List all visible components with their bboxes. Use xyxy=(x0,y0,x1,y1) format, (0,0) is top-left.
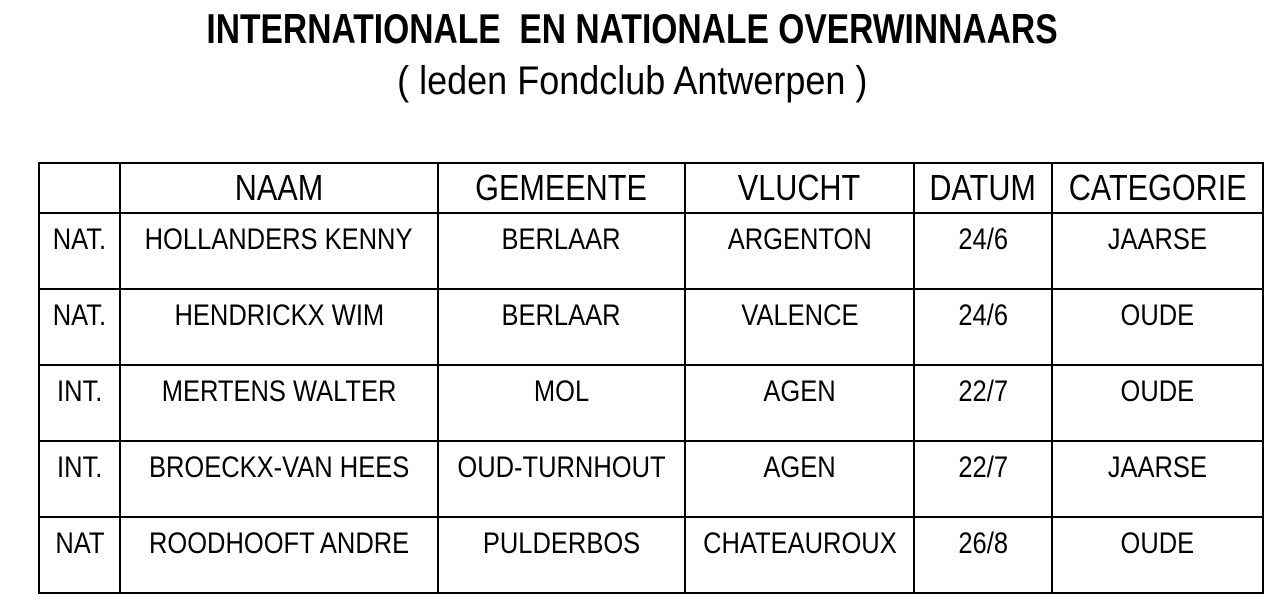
cell-text: MERTENS WALTER xyxy=(161,375,397,408)
header-cell-vlucht: VLUCHT xyxy=(683,162,916,214)
cell-naam: HOLLANDERS KENNY xyxy=(119,212,439,290)
cell-vlucht: ARGENTON xyxy=(683,212,916,290)
cell-categorie: OUDE xyxy=(1050,288,1264,366)
cell-text: INT. xyxy=(57,375,103,408)
header-label: DATUM xyxy=(929,167,1037,208)
cell-text: JAARSE xyxy=(1107,451,1207,484)
page-title: INTERNATIONALE EN NATIONALE OVERWINNAARS xyxy=(0,4,1264,54)
cell-categorie: JAARSE xyxy=(1050,212,1264,290)
cell-naam: HENDRICKX WIM xyxy=(119,288,439,366)
cell-datum: 22/7 xyxy=(913,364,1053,442)
winners-table: NAAM GEMEENTE VLUCHT DATUM CATEGORIE NAT… xyxy=(37,162,1264,594)
cell-text: AGEN xyxy=(763,375,836,408)
cell-text: 22/7 xyxy=(958,451,1008,484)
cell-categorie: OUDE xyxy=(1050,364,1264,442)
cell-text: JAARSE xyxy=(1107,223,1207,256)
cell-text: OUDE xyxy=(1120,527,1195,560)
cell-datum: 22/7 xyxy=(913,440,1053,518)
cell-datum: 24/6 xyxy=(913,288,1053,366)
cell-text: NAT xyxy=(55,527,105,560)
cell-gemeente: MOL xyxy=(436,364,686,442)
header-label: CATEGORIE xyxy=(1068,167,1247,208)
header-label: NAAM xyxy=(234,167,324,208)
cell-text: BERLAAR xyxy=(501,223,621,256)
cell-gemeente: PULDERBOS xyxy=(436,516,686,594)
cell-categorie: JAARSE xyxy=(1050,440,1264,518)
header-cell-gemeente: GEMEENTE xyxy=(436,162,686,214)
cell-text: VALENCE xyxy=(740,299,859,332)
cell-text: 26/8 xyxy=(958,527,1008,560)
cell-datum: 26/8 xyxy=(913,516,1053,594)
cell-type: NAT. xyxy=(37,212,122,290)
cell-text: ROODHOOFT ANDRE xyxy=(148,527,410,560)
cell-vlucht: AGEN xyxy=(683,440,916,518)
cell-naam: MERTENS WALTER xyxy=(119,364,439,442)
cell-text: 22/7 xyxy=(958,375,1008,408)
cell-text: 24/6 xyxy=(958,223,1008,256)
cell-text: OUDE xyxy=(1120,299,1195,332)
cell-text: NAT. xyxy=(53,223,107,256)
cell-type: INT. xyxy=(37,364,122,442)
cell-vlucht: CHATEAUROUX xyxy=(683,516,916,594)
header-row: NAAM GEMEENTE VLUCHT DATUM CATEGORIE xyxy=(37,162,1264,214)
cell-text: BROECKX-VAN HEES xyxy=(148,451,410,484)
table-row: NAT. HOLLANDERS KENNY BERLAAR ARGENTON 2… xyxy=(37,212,1264,290)
header-label: VLUCHT xyxy=(738,167,861,208)
header-cell-datum: DATUM xyxy=(913,162,1053,214)
cell-text: MOL xyxy=(533,375,589,408)
cell-datum: 24/6 xyxy=(913,212,1053,290)
header-cell-type xyxy=(37,162,122,214)
cell-vlucht: VALENCE xyxy=(683,288,916,366)
header-label: GEMEENTE xyxy=(475,167,647,208)
cell-text: BERLAAR xyxy=(501,299,621,332)
cell-gemeente: OUD-TURNHOUT xyxy=(436,440,686,518)
cell-categorie: OUDE xyxy=(1050,516,1264,594)
page-title-text: INTERNATIONALE EN NATIONALE OVERWINNAARS xyxy=(206,5,1058,52)
cell-naam: ROODHOOFT ANDRE xyxy=(119,516,439,594)
cell-gemeente: BERLAAR xyxy=(436,212,686,290)
cell-type: INT. xyxy=(37,440,122,518)
cell-text: HENDRICKX WIM xyxy=(174,299,384,332)
table-row: NAT ROODHOOFT ANDRE PULDERBOS CHATEAUROU… xyxy=(37,516,1264,594)
cell-type: NAT xyxy=(37,516,122,594)
cell-text: NAT. xyxy=(53,299,107,332)
cell-text: PULDERBOS xyxy=(482,527,640,560)
title-block: INTERNATIONALE EN NATIONALE OVERWINNAARS… xyxy=(0,4,1264,104)
cell-text: OUD-TURNHOUT xyxy=(456,451,666,484)
cell-text: INT. xyxy=(57,451,103,484)
cell-text: ARGENTON xyxy=(727,223,872,256)
header-cell-naam: NAAM xyxy=(119,162,439,214)
cell-text: HOLLANDERS KENNY xyxy=(145,223,413,256)
table-row: INT. BROECKX-VAN HEES OUD-TURNHOUT AGEN … xyxy=(37,440,1264,518)
header-cell-categorie: CATEGORIE xyxy=(1050,162,1264,214)
cell-text: 24/6 xyxy=(958,299,1008,332)
cell-text: OUDE xyxy=(1120,375,1195,408)
table-row: INT. MERTENS WALTER MOL AGEN 22/7 OUDE xyxy=(37,364,1264,442)
cell-vlucht: AGEN xyxy=(683,364,916,442)
cell-text: CHATEAUROUX xyxy=(702,527,897,560)
page-subtitle-text: ( leden Fondclub Antwerpen ) xyxy=(396,59,868,103)
cell-text: AGEN xyxy=(763,451,836,484)
cell-naam: BROECKX-VAN HEES xyxy=(119,440,439,518)
page-subtitle: ( leden Fondclub Antwerpen ) xyxy=(0,58,1264,104)
cell-type: NAT. xyxy=(37,288,122,366)
cell-gemeente: BERLAAR xyxy=(436,288,686,366)
table-row: NAT. HENDRICKX WIM BERLAAR VALENCE 24/6 … xyxy=(37,288,1264,366)
